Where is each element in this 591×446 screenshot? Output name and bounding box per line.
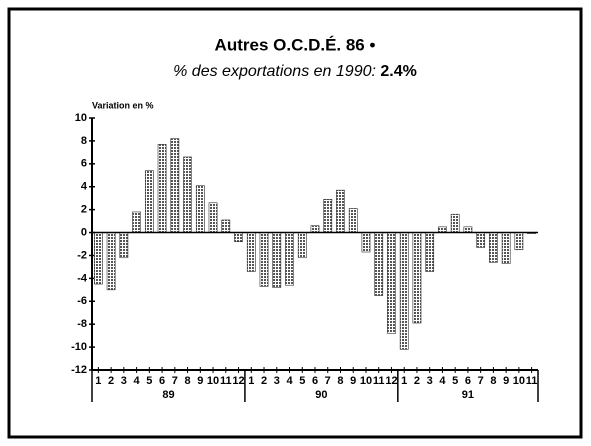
bar <box>374 232 384 296</box>
chart-title: Autres O.C.D.É. 86 • <box>215 35 376 54</box>
y-tick-label: 10 <box>75 112 87 124</box>
x-tick-label: 8 <box>337 375 343 387</box>
bar <box>476 232 486 248</box>
bar <box>234 232 243 243</box>
bar <box>144 170 154 233</box>
bar <box>106 232 116 291</box>
bar <box>450 213 460 233</box>
x-tick-label: 10 <box>207 375 219 387</box>
y-tick-label: -2 <box>77 249 87 261</box>
bar <box>93 232 103 285</box>
bar <box>221 219 231 233</box>
y-tick-label: 6 <box>81 158 87 170</box>
y-tick-label: -6 <box>77 295 87 307</box>
bar <box>246 232 256 272</box>
x-tick-label: 11 <box>526 375 538 387</box>
x-tick-label: 4 <box>439 375 446 387</box>
x-tick-label: 7 <box>325 375 331 387</box>
bar <box>310 225 320 233</box>
x-tick-label: 9 <box>503 375 509 387</box>
x-tick-label: 8 <box>185 375 191 387</box>
x-tick-label: 5 <box>299 375 305 387</box>
x-tick-label: 6 <box>159 375 165 387</box>
group-label: 91 <box>462 389 474 401</box>
y-tick-label: 8 <box>81 135 87 147</box>
x-tick-label: 3 <box>121 375 127 387</box>
subtitle-value: 2.4% <box>380 63 416 80</box>
bar <box>348 208 358 233</box>
x-tick-label: 9 <box>197 375 203 387</box>
bar <box>323 199 333 233</box>
bar <box>208 202 218 233</box>
x-tick-label: 2 <box>414 375 420 387</box>
bar <box>195 185 205 233</box>
bar <box>336 189 345 233</box>
y-tick-label: -12 <box>71 364 87 376</box>
y-tick-label: -8 <box>77 318 87 330</box>
y-tick-label: -10 <box>71 341 87 353</box>
bar <box>119 232 129 259</box>
x-tick-label: 3 <box>427 375 433 387</box>
x-tick-label: 1 <box>401 375 407 387</box>
x-tick-label: 12 <box>385 375 397 387</box>
x-tick-label: 4 <box>286 375 293 387</box>
x-tick-label: 2 <box>261 375 267 387</box>
bar <box>170 138 180 233</box>
x-tick-label: 12 <box>232 375 244 387</box>
bar <box>157 144 167 233</box>
bar <box>272 232 282 288</box>
x-tick-label: 11 <box>220 375 232 387</box>
x-tick-label: 7 <box>478 375 484 387</box>
x-tick-label: 6 <box>465 375 471 387</box>
y-tick-label: 0 <box>81 226 87 238</box>
x-tick-label: 5 <box>146 375 152 387</box>
y-tick-label: 2 <box>81 204 87 216</box>
y-tick-label: -4 <box>77 272 88 284</box>
x-tick-label: 2 <box>108 375 114 387</box>
x-tick-label: 10 <box>360 375 372 387</box>
bar <box>489 232 498 263</box>
y-tick-label: 4 <box>81 181 88 193</box>
bar <box>514 232 524 251</box>
x-tick-label: 4 <box>134 375 141 387</box>
bar <box>463 226 473 233</box>
group-label: 89 <box>162 389 174 401</box>
x-tick-label: 6 <box>312 375 318 387</box>
x-tick-label: 10 <box>513 375 525 387</box>
y-axis-label: Variation en % <box>92 100 154 110</box>
chart-subtitle: % des exportations en 1990: 2.4% <box>173 63 417 80</box>
bar <box>501 232 511 264</box>
bar <box>132 211 141 233</box>
bar <box>297 232 307 259</box>
x-tick-label: 9 <box>350 375 356 387</box>
bar <box>183 156 192 233</box>
frame <box>7 7 583 439</box>
bar <box>387 232 396 334</box>
x-tick-label: 5 <box>452 375 458 387</box>
bar <box>438 226 447 233</box>
bar <box>412 232 422 324</box>
x-tick-label: 3 <box>274 375 280 387</box>
bar <box>361 232 371 253</box>
x-tick-label: 11 <box>373 375 385 387</box>
x-tick-label: 1 <box>248 375 254 387</box>
bar <box>259 232 269 287</box>
x-tick-label: 8 <box>490 375 496 387</box>
x-tick-label: 1 <box>95 375 101 387</box>
subtitle: % des exportations en 1990: <box>173 63 376 80</box>
group-label: 90 <box>315 389 327 401</box>
bar <box>425 232 435 272</box>
bar <box>285 232 294 286</box>
bar <box>399 232 409 350</box>
x-tick-label: 7 <box>172 375 178 387</box>
